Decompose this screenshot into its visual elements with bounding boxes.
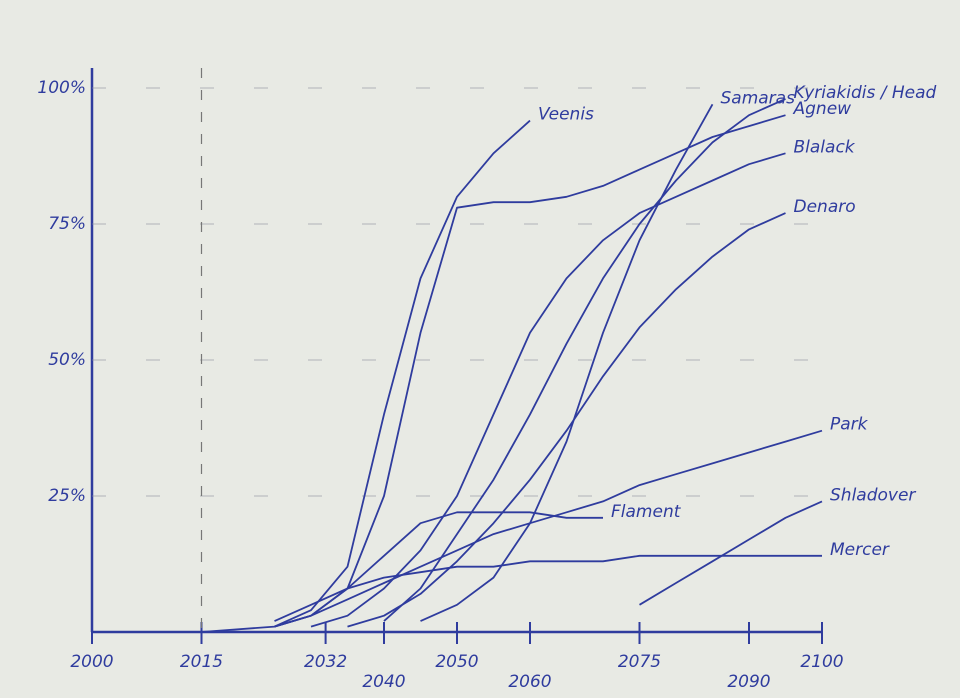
chart: 25% 50% 75% 100% 2000 2015 2032 2040 2050 2060 207… — [0, 0, 960, 698]
x-tick-label: 2050 — [435, 652, 478, 672]
y-tick-label: 75% — [48, 214, 86, 234]
series-label: Shladover — [830, 485, 916, 505]
series-label: Blalack — [794, 137, 856, 157]
x-tick-label: 2032 — [304, 652, 347, 672]
x-tick-label: 2000 — [70, 652, 113, 672]
series-label: Denaro — [794, 197, 856, 217]
x-tick-label: 2075 — [618, 652, 661, 672]
x-tick-label: 2015 — [180, 652, 223, 672]
series-label: Agnew — [793, 99, 852, 119]
y-tick-label: 50% — [48, 350, 86, 370]
y-tick-label: 25% — [48, 486, 86, 506]
series-label: Park — [830, 415, 869, 435]
x-tick-label: 2090 — [727, 672, 770, 692]
x-tick-label: 2040 — [362, 672, 405, 692]
series-label: Mercer — [830, 540, 890, 560]
x-tick-label: 2060 — [508, 672, 551, 692]
y-tick-label: 100% — [37, 78, 86, 98]
x-tick-label: 2100 — [800, 652, 843, 672]
series-label: Veenis — [538, 105, 594, 125]
series-label: Samaras — [721, 88, 796, 108]
series-label: Flament — [611, 502, 682, 522]
